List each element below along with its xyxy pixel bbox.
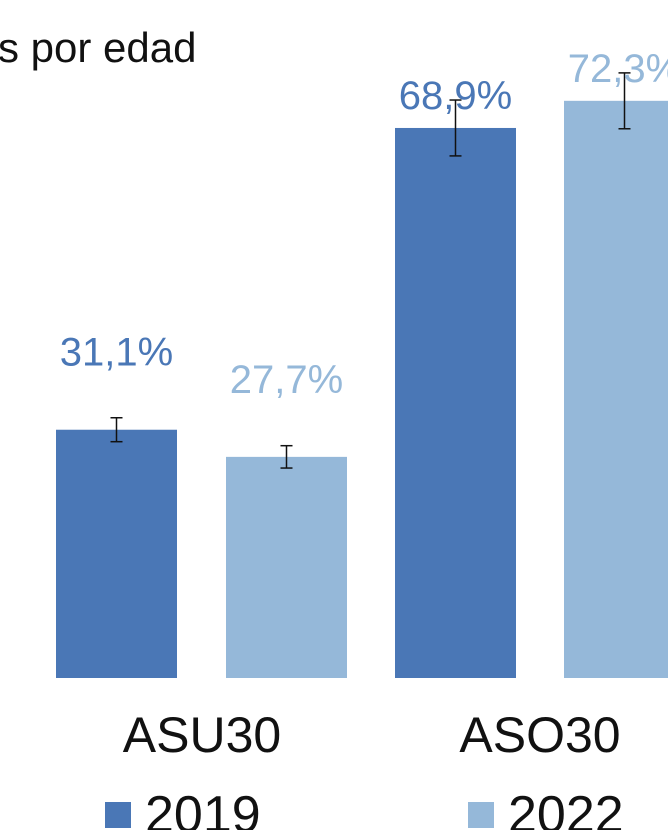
category-label-aso30: ASO30 xyxy=(459,707,620,763)
legend-swatch-2022 xyxy=(468,802,494,828)
bar-asu30-2022 xyxy=(226,456,347,678)
legend-label-2019: 2019 xyxy=(145,786,261,830)
error-bar-aso30-2022 xyxy=(618,72,631,130)
value-label-aso30-2019: 68,9% xyxy=(399,74,512,118)
error-bar-aso30-2019 xyxy=(449,99,462,157)
category-label-asu30: ASU30 xyxy=(123,707,281,763)
bar-aso30-2022 xyxy=(564,100,668,679)
error-bar-asu30-2019 xyxy=(110,417,123,443)
legend-label-2022: 2022 xyxy=(508,786,624,830)
value-label-aso30-2022: 72,3% xyxy=(568,47,668,91)
value-label-asu30-2022: 27,7% xyxy=(230,358,343,402)
bar-asu30-2019 xyxy=(56,429,177,678)
error-bar-asu30-2022 xyxy=(280,444,293,469)
legend-swatch-2019 xyxy=(105,802,131,828)
bars-group: 31,1% 27,7% 68,9% 72,3% xyxy=(56,47,668,679)
value-label-asu30-2019: 31,1% xyxy=(60,331,173,375)
chart-title: s por edad xyxy=(0,24,196,71)
bar-aso30-2019 xyxy=(395,127,516,678)
